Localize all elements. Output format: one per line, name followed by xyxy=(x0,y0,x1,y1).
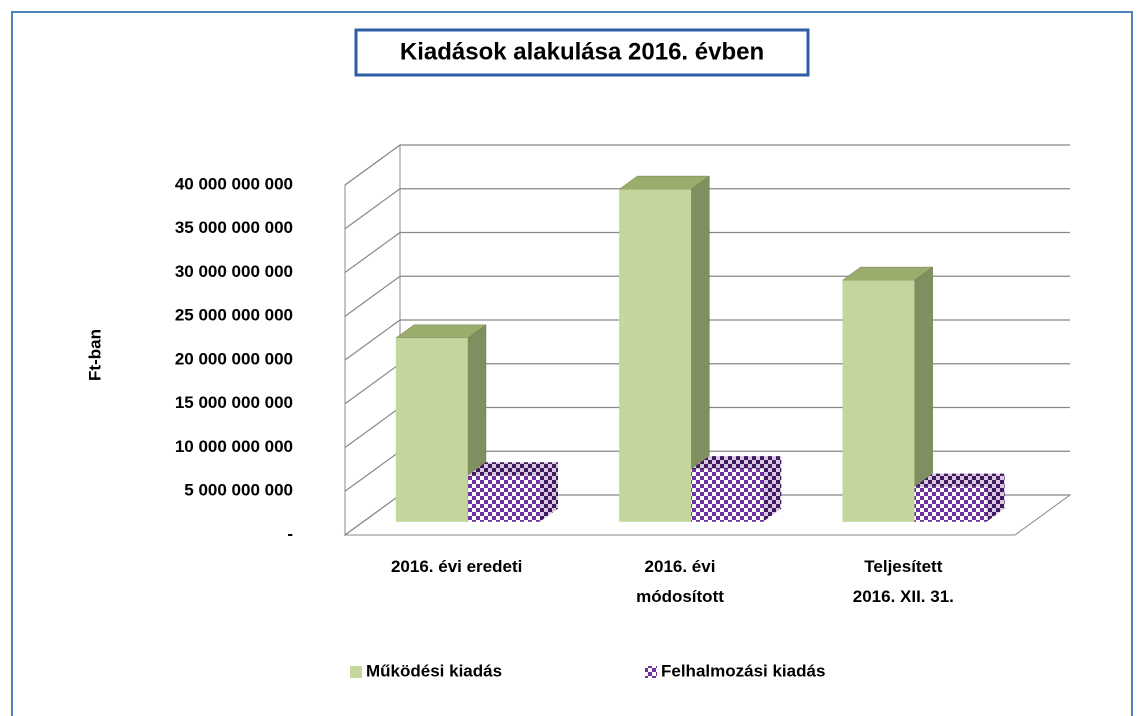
grid-line xyxy=(344,231,1070,273)
x-tick-label-line: módosított xyxy=(636,587,724,606)
x-tick-label: 2016. évi eredeti xyxy=(391,557,522,576)
bar-side xyxy=(539,462,558,522)
grid-line xyxy=(344,188,1070,230)
bar-top xyxy=(914,473,1005,487)
x-tick-label-line: Teljesített xyxy=(864,557,942,576)
chart-title: Kiadások alakulása 2016. évben xyxy=(400,38,764,65)
y-tick-label: 20 000 000 000 xyxy=(175,349,293,368)
bar-top xyxy=(467,462,558,476)
legend-label: Működési kiadás xyxy=(366,661,502,680)
bar xyxy=(467,475,540,522)
bar xyxy=(619,189,692,522)
bar-side xyxy=(986,473,1005,522)
y-tick-label: 5 000 000 000 xyxy=(184,481,293,500)
legend-label: Felhalmozási kiadás xyxy=(661,661,825,680)
x-tick-label-line: 2016. XII. 31. xyxy=(853,587,954,606)
y-tick-label: 15 000 000 000 xyxy=(175,393,293,412)
x-tick-label: 2016. évi módosított xyxy=(636,557,724,606)
bar-top xyxy=(691,456,782,470)
y-tick-label: 10 000 000 000 xyxy=(175,437,293,456)
grid-line xyxy=(344,144,1070,186)
legend-swatch xyxy=(645,666,657,678)
grid-line xyxy=(344,275,1070,317)
bar-side xyxy=(763,456,782,522)
title-box xyxy=(354,28,810,77)
bar xyxy=(914,486,987,522)
bar xyxy=(691,469,764,522)
bar xyxy=(842,280,915,522)
y-tick-label: - xyxy=(287,524,293,543)
bar xyxy=(395,338,468,522)
legend-swatch xyxy=(350,666,362,678)
y-tick-label: 40 000 000 000 xyxy=(175,174,293,193)
chart-border xyxy=(11,11,1133,716)
y-tick-label: 35 000 000 000 xyxy=(175,218,293,237)
x-tick-label-line: 2016. évi xyxy=(645,557,716,576)
y-tick-label: 30 000 000 000 xyxy=(175,262,293,281)
y-tick-label: 25 000 000 000 xyxy=(175,306,293,325)
y-axis-label: Ft-ban xyxy=(85,329,104,381)
x-tick-label: Teljesített 2016. XII. 31. xyxy=(853,557,954,606)
x-tick-label-line: 2016. évi eredeti xyxy=(391,557,522,576)
